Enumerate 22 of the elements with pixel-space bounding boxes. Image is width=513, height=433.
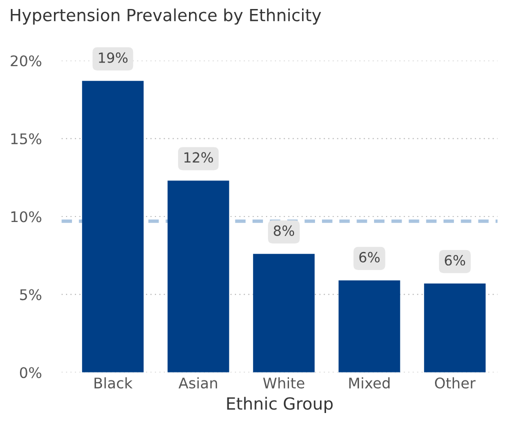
data-label: 12% [184,152,214,163]
bar [82,80,144,372]
x-tick-label: Black [94,377,133,389]
y-tick-label: 0% [20,367,42,378]
bar [168,180,230,372]
x-tick-label: Other [434,377,476,389]
x-tick-label: White [263,377,304,389]
data-label: 6% [444,255,466,266]
y-tick-label: 15% [11,133,42,144]
x-tick-label: Mixed [349,377,390,389]
data-label: 8% [274,225,294,236]
x-tick-label: Asian [178,377,218,389]
x-axis-title: Ethnic Group [227,396,333,414]
data-label: 19% [98,52,128,63]
bar [424,284,486,372]
bar [253,254,315,372]
chart-title: Hypertension Prevalence by Ethnicity [10,8,322,25]
y-tick-label: 20% [10,55,42,66]
y-tick-label: 10% [11,211,42,222]
y-tick-label: 5% [20,289,42,300]
bar [338,280,400,372]
data-label: 6% [359,252,380,262]
